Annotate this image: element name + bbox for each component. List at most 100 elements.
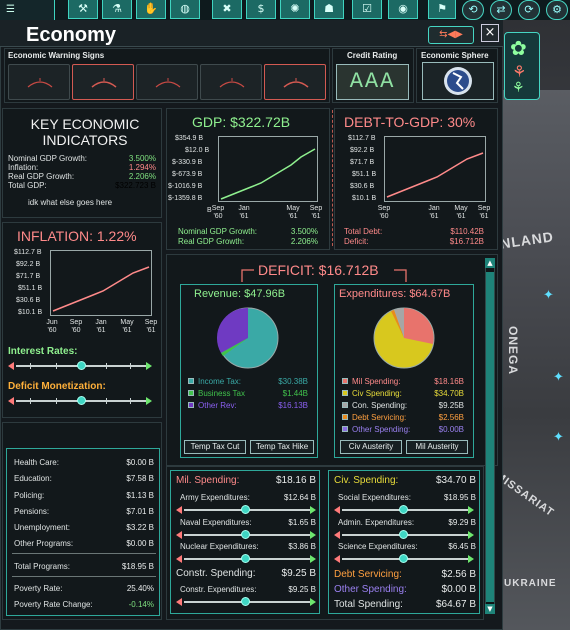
social-decrease-button[interactable] [334,506,340,514]
programs-divider [12,553,156,554]
gear-icon[interactable]: ✺ [280,0,310,19]
warning-slot[interactable] [8,64,70,100]
inflation-y-tick: $30.6 B [16,297,41,304]
admin-decrease-button[interactable] [334,531,340,539]
map-label-ukraine: UKRAINE [504,578,557,589]
checklist-icon[interactable]: ☑ [352,0,382,19]
flag-icon[interactable]: ⚑ [428,0,456,19]
army-knob[interactable] [241,505,250,514]
key-indicators-panel [2,108,162,218]
gdp-y-tick: B [207,207,212,214]
admin-expenditure-row: Admin. Expenditures: $9.29 B [338,518,476,527]
programs-frame [6,448,160,616]
warning-slot[interactable] [200,64,262,100]
total-spending-row: Total Spending: $64.67 B [334,599,476,610]
science-decrease-button[interactable] [334,555,340,563]
network-icon[interactable]: ⚘ [512,62,527,81]
constr-decrease-button[interactable] [176,598,182,606]
warning-slot-active[interactable] [72,64,134,100]
debt-chart [384,136,486,202]
debt-servicing-swatch [342,414,348,420]
army-increase-button[interactable] [310,506,316,514]
sphere-icon[interactable]: ⚘ [512,80,525,96]
inflation-y-tick: $112.7 B [14,249,42,256]
admin-knob[interactable] [399,530,408,539]
leader-icon[interactable]: ☗ [314,0,344,19]
constr-increase-button[interactable] [310,598,316,606]
temp-tax-hike-button[interactable]: Temp Tax Hike [250,440,314,454]
gdp-stat-row: Real GDP Growth: 2.206% [178,237,318,246]
globe-icon[interactable]: ◍ [170,0,200,19]
civ-austerity-button[interactable]: Civ Austerity [340,440,402,454]
military-icon[interactable]: ⚒ [68,0,98,19]
close-button[interactable]: × [481,24,499,42]
constr-expenditure-row: Constr. Expenditures: $9.25 B [180,585,316,594]
deficit-monetization-knob[interactable] [77,396,86,405]
gdp-x-tick: Sep '61 [309,205,323,220]
warning-slot-active[interactable] [264,64,326,100]
economic-sphere-button[interactable] [422,62,494,100]
alert-icon[interactable]: ⟲ [462,0,484,20]
social-expenditure-row: Social Expenditures: $18.95 B [338,493,476,502]
menu-icon[interactable]: ☰ [0,0,55,20]
deficit-panel [166,254,498,466]
debt-y-tick: $71.7 B [350,159,375,166]
indicator-note: idk what else goes here [28,198,113,207]
army-decrease-button[interactable] [176,506,182,514]
monetization-increase-button[interactable] [146,397,152,405]
science-increase-button[interactable] [468,555,474,563]
indicator-label: Inflation: [8,163,39,172]
social-knob[interactable] [399,505,408,514]
interest-decrease-button[interactable] [8,362,14,370]
science-knob[interactable] [399,554,408,563]
credit-rating-display: AAA [336,64,409,100]
nuclear-knob[interactable] [241,554,250,563]
diplomacy-icon[interactable]: ✋ [136,0,166,19]
program-row: Policing: $1.13 B [14,491,154,500]
map-star-icon[interactable]: ✦ [543,288,554,303]
other-revenue-swatch [188,402,194,408]
monetization-decrease-button[interactable] [8,397,14,405]
scroll-down-icon[interactable]: ▼ [485,604,495,614]
science-icon[interactable]: ⚗ [102,0,132,19]
interest-rates-knob[interactable] [77,361,86,370]
expenditures-title: Expenditures: $64.67B [339,288,451,300]
map-star-icon[interactable]: ✦ [553,370,564,385]
expenditure-row: Con. Spending: $9.25B [352,401,464,410]
news-icon[interactable]: ⟳ [518,0,540,20]
poverty-rate-row: Poverty Rate: 25.40% [14,584,154,593]
nuclear-increase-button[interactable] [310,555,316,563]
eye-icon[interactable]: ◉ [388,0,418,19]
naval-knob[interactable] [241,530,250,539]
tools-icon[interactable]: ✖ [212,0,242,19]
view-toggle-icon[interactable]: ⇆◀▶ [428,26,474,44]
admin-increase-button[interactable] [468,531,474,539]
settings-icon[interactable]: ⚙ [546,0,568,20]
mil-austerity-button[interactable]: Mil Austerity [406,440,468,454]
gdp-y-tick: $-1359.8 B [168,195,203,202]
temp-tax-cut-button[interactable]: Temp Tax Cut [184,440,246,454]
business-tax-swatch [188,390,194,396]
gdp-y-tick: $-330.9 B [172,159,203,166]
program-row: Pensions: $7.01 B [14,507,154,516]
scrollbar-thumb[interactable] [486,272,494,602]
dollar-icon[interactable]: $ [246,0,276,19]
mil-spending-swatch [342,378,348,384]
flower-icon[interactable]: ✿ [510,36,527,60]
warning-signs-label: Economic Warning Signs [8,51,105,60]
programs-divider [12,576,156,577]
inflation-y-tick: $10.1 B [18,309,43,316]
interest-increase-button[interactable] [146,362,152,370]
map-star-icon[interactable]: ✦ [553,430,564,445]
warning-slot[interactable] [136,64,198,100]
naval-increase-button[interactable] [310,531,316,539]
sphere-emblem-icon [444,67,472,95]
inflation-x-tick: Jun '60 [46,319,58,334]
constr-knob[interactable] [241,597,250,606]
trade-icon[interactable]: ⇄ [490,0,512,20]
social-increase-button[interactable] [468,506,474,514]
nuclear-decrease-button[interactable] [176,555,182,563]
naval-decrease-button[interactable] [176,531,182,539]
scroll-up-icon[interactable]: ▲ [485,258,495,268]
economic-sphere-label: Economic Sphere [421,51,489,60]
